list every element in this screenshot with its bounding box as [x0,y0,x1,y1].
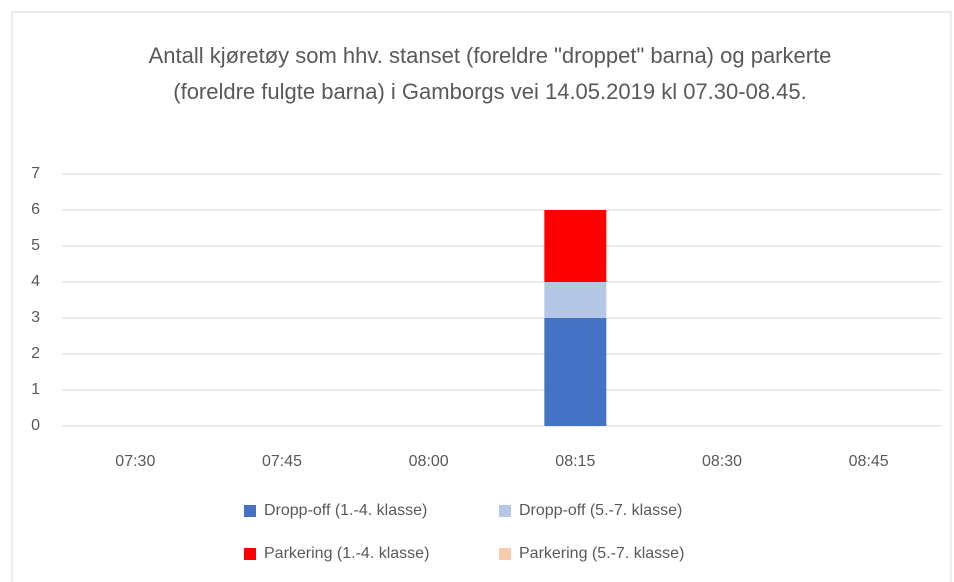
legend-label: Parkering (1.-4. klasse) [264,545,429,562]
x-tick-label: 08:30 [702,453,742,470]
legend-swatch [499,548,511,560]
y-tick-label: 4 [31,273,40,290]
bar-segment [544,282,607,318]
y-tick-label: 7 [31,165,40,182]
y-tick-label: 0 [31,417,40,434]
bar-segment [544,210,607,282]
legend-label: Dropp-off (5.-7. klasse) [519,502,682,519]
y-tick-label: 1 [31,381,40,398]
x-tick-label: 08:00 [409,453,449,470]
legend-swatch [244,505,256,517]
y-tick-label: 6 [31,201,40,218]
legend-swatch [244,548,256,560]
y-tick-label: 5 [31,237,40,254]
legend-swatch [499,505,511,517]
x-tick-label: 07:30 [115,453,155,470]
legend-label: Dropp-off (1.-4. klasse) [264,502,427,519]
y-tick-label: 3 [31,309,40,326]
x-tick-label: 07:45 [262,453,302,470]
chart-border [11,11,952,582]
x-tick-label: 08:15 [555,453,595,470]
y-tick-label: 2 [31,345,40,362]
legend-label: Parkering (5.-7. klasse) [519,545,684,562]
chart-title: Antall kjøretøy som hhv. stanset (foreld… [148,43,832,104]
bar-segment [544,318,607,426]
x-tick-label: 08:45 [849,453,889,470]
